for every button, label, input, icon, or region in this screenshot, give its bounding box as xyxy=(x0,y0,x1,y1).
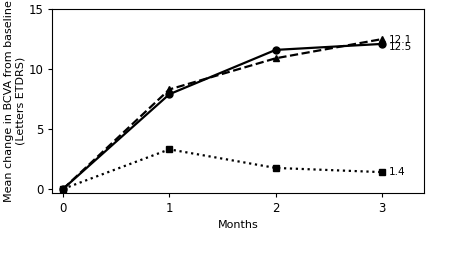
Y-axis label: Mean change in BCVA from baseline
(Letters ETDRS): Mean change in BCVA from baseline (Lette… xyxy=(4,0,26,202)
Text: 12.5: 12.5 xyxy=(389,42,413,52)
X-axis label: Months: Months xyxy=(218,220,259,230)
Text: 1.4: 1.4 xyxy=(389,167,406,177)
Text: 12.1: 12.1 xyxy=(389,35,413,45)
